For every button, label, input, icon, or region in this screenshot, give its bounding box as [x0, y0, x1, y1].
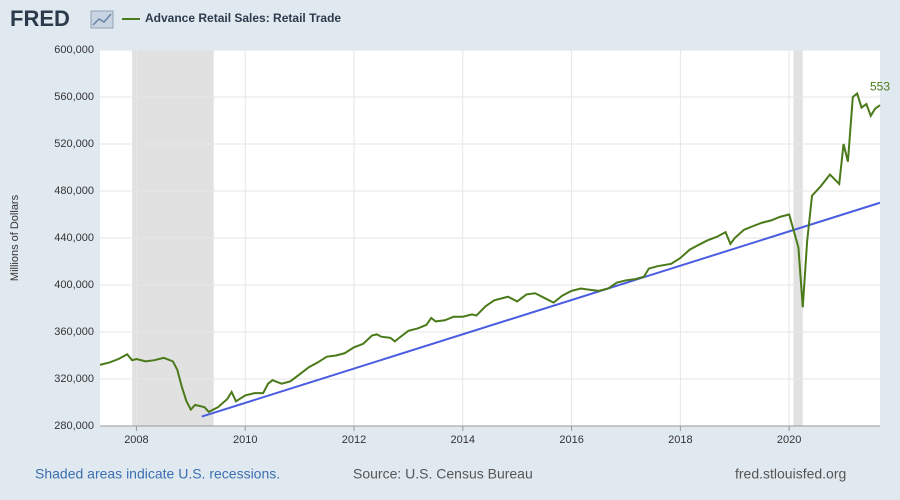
- x-tick-label: 2012: [342, 434, 366, 446]
- annotation: 553: [870, 79, 890, 93]
- x-tick-label: 2008: [124, 434, 148, 446]
- y-tick-label: 400,000: [54, 279, 94, 291]
- y-tick-label: 280,000: [54, 420, 94, 432]
- footer-url: fred.stlouisfed.org: [735, 466, 846, 482]
- logo-icon: [90, 10, 114, 29]
- x-tick-label: 2014: [451, 434, 475, 446]
- x-tick-label: 2016: [559, 434, 583, 446]
- y-tick-label: 320,000: [54, 373, 94, 385]
- x-tick-label: 2018: [668, 434, 692, 446]
- footer-note: Shaded areas indicate U.S. recessions.: [35, 466, 280, 482]
- y-axis-label: Millions of Dollars: [9, 194, 21, 281]
- y-tick-label: 360,000: [54, 326, 94, 338]
- y-tick-label: 520,000: [54, 138, 94, 150]
- legend-label: Advance Retail Sales: Retail Trade: [145, 11, 341, 25]
- x-tick-label: 2020: [777, 434, 801, 446]
- series-line: [99, 91, 881, 414]
- y-tick-label: 440,000: [54, 232, 94, 244]
- y-tick-label: 480,000: [54, 185, 94, 197]
- footer-source: Source: U.S. Census Bureau: [353, 466, 533, 482]
- logo: FRED: [10, 6, 70, 31]
- y-tick-label: 560,000: [54, 91, 94, 103]
- x-tick-label: 2010: [233, 434, 257, 446]
- y-tick-label: 600,000: [54, 44, 94, 56]
- trend-line: [201, 201, 881, 418]
